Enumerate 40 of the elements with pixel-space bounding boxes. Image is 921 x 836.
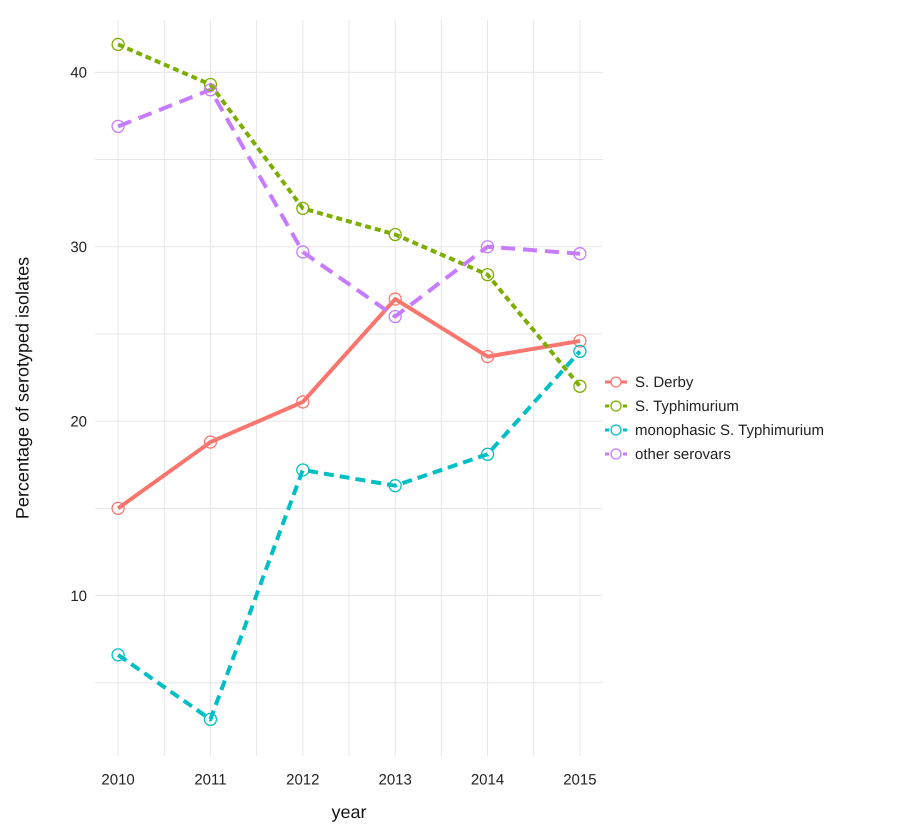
x-tick-label: 2012: [286, 772, 320, 789]
point: [388, 228, 402, 242]
y-tick-label: 30: [70, 239, 87, 256]
point: [573, 380, 587, 393]
point: [480, 268, 494, 282]
legend-label: S. Typhimurium: [635, 398, 739, 414]
point: [296, 202, 310, 216]
point: [111, 120, 125, 134]
point: [204, 712, 218, 726]
point: [111, 502, 125, 515]
point: [204, 83, 218, 96]
point: [388, 310, 402, 324]
point: [111, 648, 125, 662]
point: [388, 292, 402, 306]
x-tick-label: 2010: [101, 772, 135, 789]
y-tick-label: 10: [70, 588, 87, 605]
point: [111, 38, 125, 52]
point: [296, 463, 310, 477]
x-tick-label: 2015: [563, 772, 597, 789]
point: [388, 479, 402, 492]
point: [296, 245, 310, 259]
point: [480, 240, 494, 254]
legend-label: monophasic S. Typhimurium: [635, 422, 824, 438]
x-tick-label: 2011: [194, 772, 227, 789]
point: [573, 334, 587, 348]
point: [296, 395, 310, 409]
point: [480, 350, 494, 364]
y-tick-label: 40: [70, 64, 87, 82]
x-tick-label: 2013: [378, 772, 412, 789]
point: [480, 448, 494, 461]
x-tick-label: 2014: [470, 772, 504, 789]
y-axis-title: Percentage of serotyped isolates: [12, 256, 32, 520]
point: [204, 435, 218, 449]
point: [573, 344, 587, 358]
y-tick-label: 20: [70, 413, 87, 430]
legend-label: S. Derby: [635, 374, 694, 390]
point: [573, 247, 587, 260]
x-axis-title: year: [331, 802, 367, 822]
legend-label: other serovars: [635, 446, 731, 462]
point: [204, 78, 218, 92]
